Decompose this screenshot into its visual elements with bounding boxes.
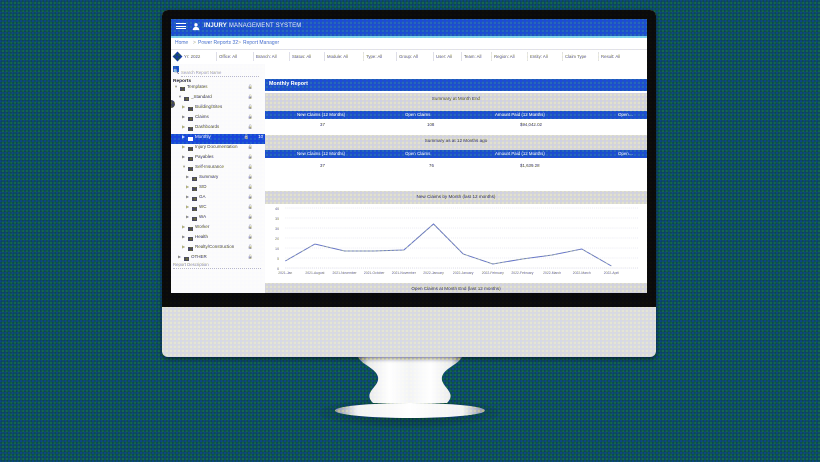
svg-text:10: 10	[275, 247, 279, 251]
svg-text:35: 35	[275, 217, 279, 221]
svg-text:2022-March: 2022-March	[543, 271, 561, 275]
svg-text:40: 40	[275, 207, 279, 211]
svg-text:2022-January: 2022-January	[453, 271, 474, 275]
svg-text:30: 30	[275, 227, 279, 231]
svg-text:2022-February: 2022-February	[511, 271, 533, 275]
svg-text:2021-Jan: 2021-Jan	[278, 271, 292, 275]
svg-text:2022-March: 2022-March	[573, 271, 591, 275]
svg-text:2022-April: 2022-April	[604, 271, 620, 275]
svg-text:2021-November: 2021-November	[392, 271, 417, 275]
svg-text:2022-February: 2022-February	[482, 271, 504, 275]
svg-text:2021-August: 2021-August	[305, 271, 324, 275]
svg-text:2021-November: 2021-November	[332, 271, 357, 275]
svg-text:2021-October: 2021-October	[364, 271, 385, 275]
svg-text:5: 5	[277, 257, 279, 261]
svg-text:20: 20	[275, 237, 279, 241]
svg-text:2022-January: 2022-January	[423, 271, 444, 275]
